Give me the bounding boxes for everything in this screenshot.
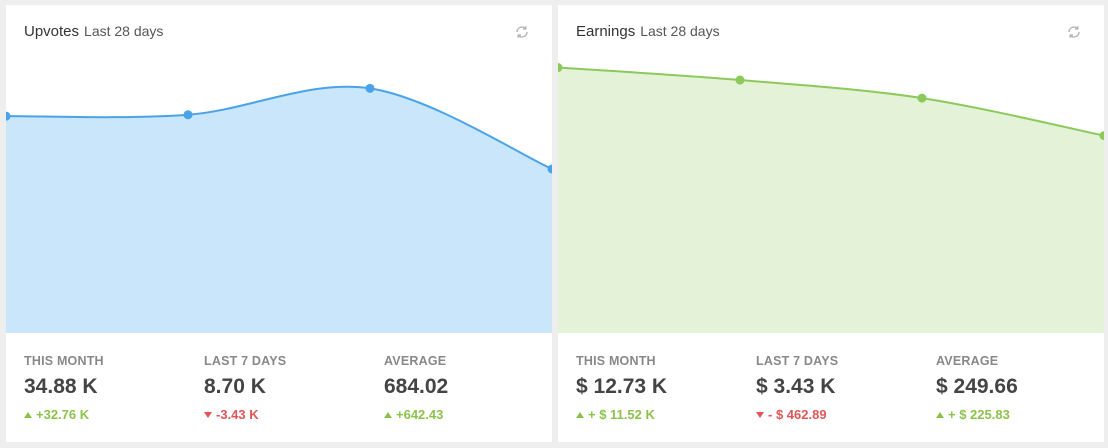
- card-subtitle: Last 28 days: [640, 23, 720, 39]
- stat-change: +32.76 K: [24, 407, 194, 423]
- series-line: [558, 66, 1104, 137]
- stat-value: 34.88 K: [24, 375, 98, 398]
- data-point[interactable]: [735, 75, 745, 85]
- stat-value: 8.70 K: [204, 375, 266, 398]
- series-line: [6, 85, 552, 170]
- refresh-icon[interactable]: [514, 24, 530, 40]
- data-point[interactable]: [558, 63, 563, 73]
- refresh-icon[interactable]: [1066, 24, 1082, 40]
- stat-label: AVERAGE: [936, 354, 999, 368]
- stat-change: + $ 225.83: [936, 407, 1104, 423]
- stat-change-text: +642.43: [396, 407, 444, 422]
- stat-this-month: THIS MONTH 34.88 K +32.76 K: [24, 353, 194, 423]
- stat-value: $ 3.43 K: [756, 375, 836, 398]
- stat-change: +642.43: [384, 407, 552, 423]
- card-header: Upvotes Last 28 days: [24, 23, 163, 47]
- stat-label: LAST 7 DAYS: [204, 354, 287, 368]
- earnings-chart: [558, 63, 1105, 333]
- triangle-up-icon: [384, 412, 392, 418]
- triangle-up-icon: [936, 412, 944, 418]
- data-point[interactable]: [365, 83, 375, 93]
- stat-change: - $ 462.89: [756, 407, 926, 423]
- stat-change: -3.43 K: [204, 407, 374, 423]
- data-point[interactable]: [6, 111, 11, 121]
- area-fill: [6, 86, 552, 333]
- triangle-up-icon: [24, 412, 32, 418]
- upvotes-card: Upvotes Last 28 days THIS MONTH 34.88 K …: [6, 5, 552, 442]
- card-title: Upvotes: [24, 23, 80, 40]
- stat-value: $ 12.73 K: [576, 375, 668, 398]
- stat-this-month: THIS MONTH $ 12.73 K + $ 11.52 K: [576, 353, 746, 423]
- stat-change-text: - $ 462.89: [768, 407, 827, 422]
- triangle-down-icon: [204, 412, 212, 418]
- stat-change-text: +32.76 K: [36, 407, 90, 422]
- data-point[interactable]: [547, 164, 553, 174]
- card-header: Earnings Last 28 days: [576, 23, 720, 47]
- stat-label: LAST 7 DAYS: [756, 354, 839, 368]
- stat-change-text: + $ 225.83: [948, 407, 1010, 422]
- stats-row: THIS MONTH $ 12.73 K + $ 11.52 K LAST 7 …: [576, 353, 1104, 433]
- stat-value: $ 249.66: [936, 375, 1018, 398]
- stat-label: THIS MONTH: [24, 354, 104, 368]
- stat-label: AVERAGE: [384, 354, 447, 368]
- card-title: Earnings: [576, 23, 636, 40]
- card-subtitle: Last 28 days: [84, 23, 164, 39]
- triangle-up-icon: [576, 412, 584, 418]
- stat-last-7-days: LAST 7 DAYS $ 3.43 K - $ 462.89: [756, 353, 926, 423]
- triangle-down-icon: [756, 412, 764, 418]
- stat-change-text: -3.43 K: [216, 407, 259, 422]
- stat-change-text: + $ 11.52 K: [588, 407, 655, 422]
- data-point[interactable]: [1099, 131, 1105, 141]
- upvotes-chart: [6, 83, 553, 333]
- stat-change: + $ 11.52 K: [576, 407, 746, 423]
- stat-average: AVERAGE 684.02 +642.43: [384, 353, 552, 423]
- stat-label: THIS MONTH: [576, 354, 656, 368]
- data-point[interactable]: [917, 93, 927, 103]
- stat-last-7-days: LAST 7 DAYS 8.70 K -3.43 K: [204, 353, 374, 423]
- stats-row: THIS MONTH 34.88 K +32.76 K LAST 7 DAYS …: [24, 353, 552, 433]
- data-point[interactable]: [183, 110, 193, 120]
- area-fill: [558, 67, 1104, 333]
- stat-average: AVERAGE $ 249.66 + $ 225.83: [936, 353, 1104, 423]
- stat-value: 684.02: [384, 375, 449, 398]
- earnings-card: Earnings Last 28 days THIS MONTH $ 12.73…: [558, 5, 1104, 442]
